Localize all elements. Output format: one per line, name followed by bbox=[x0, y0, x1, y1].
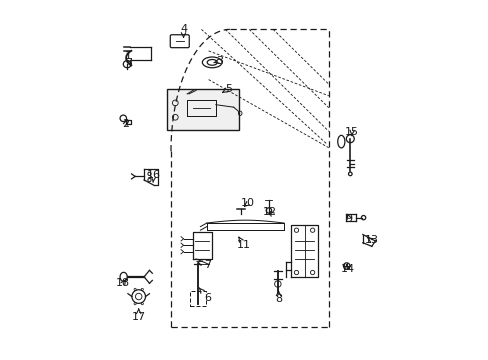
Text: 18: 18 bbox=[116, 278, 130, 288]
Text: 7: 7 bbox=[197, 260, 210, 270]
Text: 6: 6 bbox=[199, 288, 211, 303]
Text: 14: 14 bbox=[340, 264, 354, 274]
Text: 4: 4 bbox=[180, 24, 187, 37]
Text: 10: 10 bbox=[241, 198, 255, 208]
Text: 3: 3 bbox=[213, 56, 223, 66]
Text: 15: 15 bbox=[345, 127, 358, 136]
Text: 8: 8 bbox=[274, 291, 282, 304]
Text: 17: 17 bbox=[131, 309, 145, 322]
Text: 11: 11 bbox=[236, 237, 250, 250]
Text: 9: 9 bbox=[345, 214, 352, 224]
Text: 16: 16 bbox=[146, 170, 161, 183]
Text: 13: 13 bbox=[364, 235, 378, 245]
Text: 5: 5 bbox=[222, 84, 232, 94]
Text: 2: 2 bbox=[122, 120, 129, 129]
Bar bbox=[167, 89, 239, 130]
Text: 1: 1 bbox=[124, 50, 131, 64]
Text: 12: 12 bbox=[262, 207, 276, 217]
